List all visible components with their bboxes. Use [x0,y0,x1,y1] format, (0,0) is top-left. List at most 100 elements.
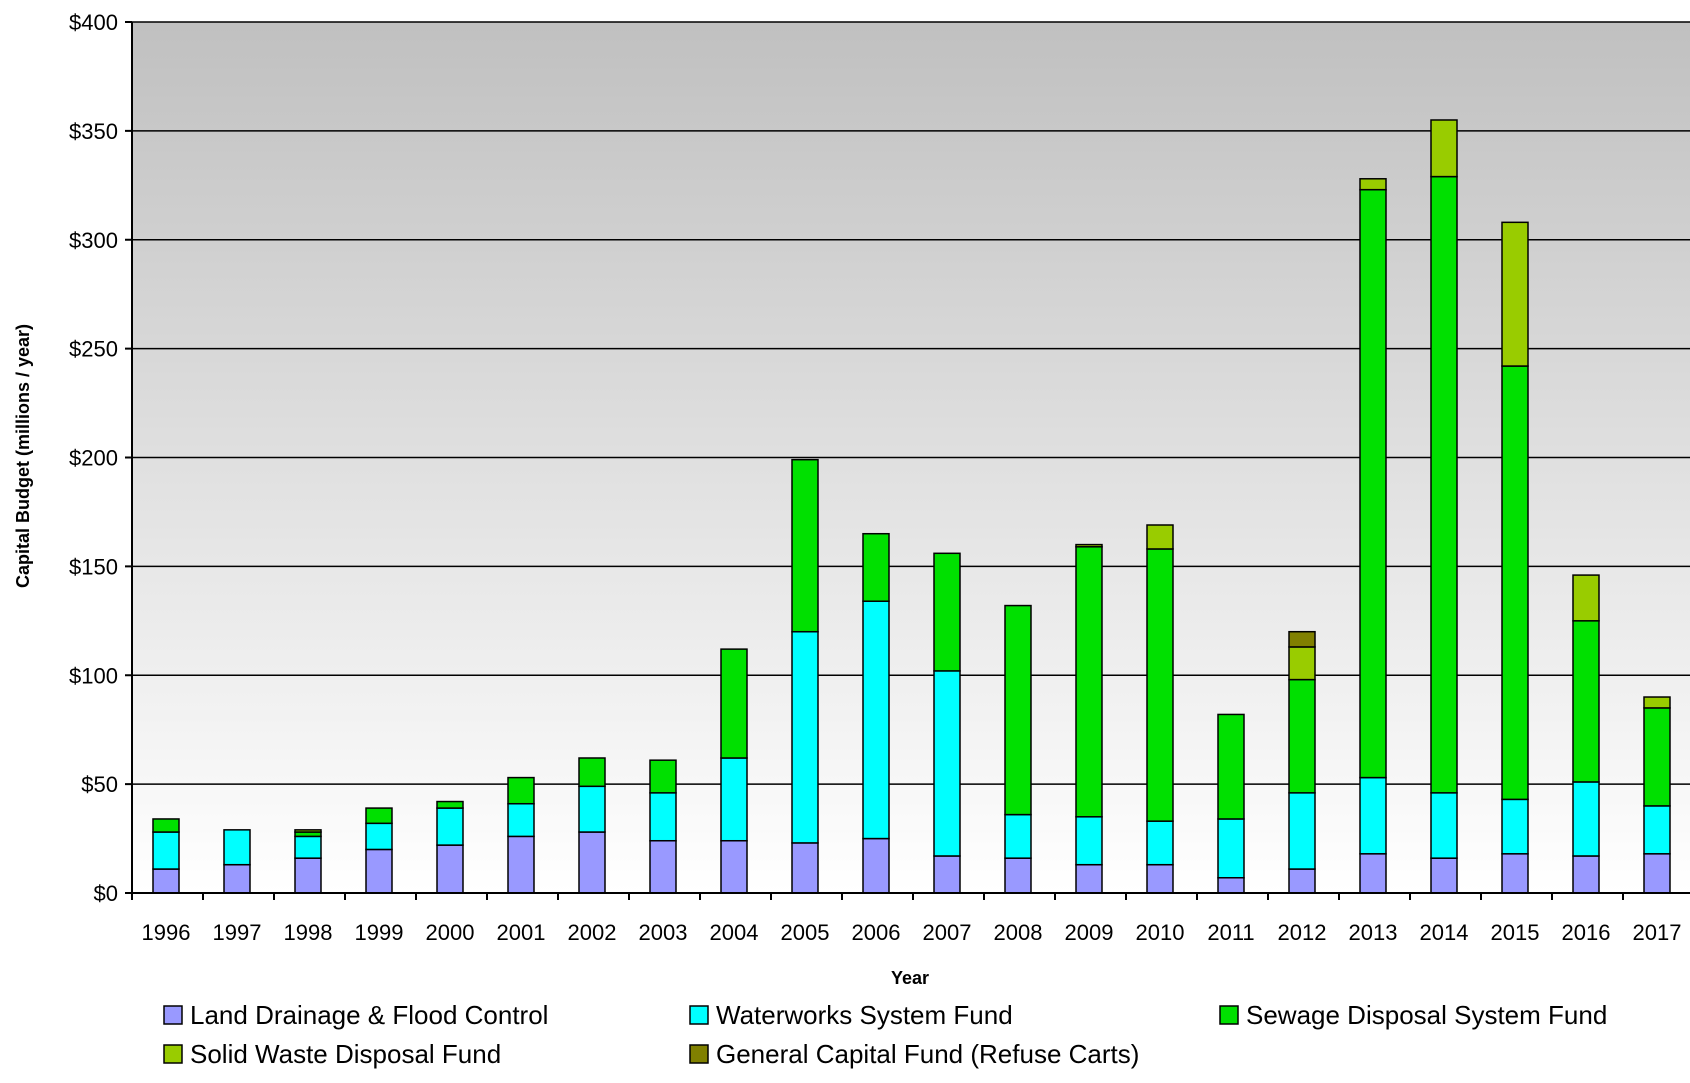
bar-segment [1359,776,1387,855]
y-tick-label: $250 [69,337,118,362]
y-tick-label: $300 [69,228,118,253]
bar-segment [1359,188,1387,779]
bar-segment [649,839,677,894]
legend-swatch [1219,1005,1239,1025]
bar-segment [1288,630,1316,648]
bar-segment [223,863,251,894]
bar-segment [1430,119,1458,178]
bar-segment [791,458,819,633]
bar-segment [1146,863,1174,894]
y-tick-label: $400 [69,10,118,35]
bar-segment [152,818,180,833]
x-tick-label: 2009 [1065,920,1114,945]
bar-segment [1217,877,1245,894]
x-tick-label: 1999 [355,920,404,945]
bar-segment [1572,855,1600,894]
bar-segment [1217,818,1245,879]
bar-segment [933,552,961,672]
legend-label: General Capital Fund (Refuse Carts) [716,1039,1139,1069]
x-tick-label: 2015 [1491,920,1540,945]
bar-segment [578,831,606,894]
legend-label: Solid Waste Disposal Fund [190,1039,501,1069]
x-tick-label: 2008 [994,920,1043,945]
bar-segment [1288,868,1316,894]
x-tick-label: 2017 [1633,920,1682,945]
bar-segment [1288,792,1316,870]
bar-segment [791,630,819,844]
bar-segment [152,868,180,894]
bar-segment [649,759,677,794]
legend-item: Waterworks System Fund [689,1000,1013,1030]
bar-segment [365,848,393,894]
bar-segment [1146,548,1174,822]
bar-segment [1288,678,1316,794]
bar-segment [1359,853,1387,894]
legend-label: Waterworks System Fund [716,1000,1013,1030]
bar-segment [436,800,464,809]
y-tick-labels: $0 $50 $100 $150 $200 $250 $300 $350 $400 [69,10,118,906]
bar-segment [649,792,677,842]
bar-segment [1643,707,1671,807]
y-tick-label: $350 [69,119,118,144]
bar-segment [1146,524,1174,550]
legend-item: General Capital Fund (Refuse Carts) [689,1039,1139,1069]
bar-segment [1146,820,1174,866]
bar-segment [933,855,961,894]
bar-segment [1501,221,1529,367]
bar-segment [1430,792,1458,859]
bar-segment [791,842,819,894]
bar-segment [1075,546,1103,818]
x-tick-label: 1996 [142,920,191,945]
x-tick-label: 2013 [1349,920,1398,945]
x-tick-label: 2001 [497,920,546,945]
legend-label: Land Drainage & Flood Control [190,1000,548,1030]
bar-segment [1572,574,1600,622]
bar-segment [1004,604,1032,816]
legend-item: Sewage Disposal System Fund [1219,1000,1607,1030]
bar-segment [152,831,180,870]
y-axis-title: Capital Budget (millions / year) [13,324,33,588]
bar-segment [294,835,322,859]
x-tick-label: 2002 [568,920,617,945]
bar-segment [294,857,322,894]
bar-segment [223,829,251,866]
bar-segment [1430,175,1458,794]
bar-segment [720,648,748,759]
bars [152,119,1671,894]
bar-segment [436,844,464,894]
bar-segment [1075,816,1103,866]
bar-segment [1643,853,1671,894]
legend-item: Solid Waste Disposal Fund [163,1039,501,1069]
bar-segment [1572,781,1600,857]
bar-segment [507,776,535,805]
legend-swatch [163,1044,183,1064]
bar-segment [1643,805,1671,855]
bar-segment [1359,178,1387,191]
bar-segment [720,757,748,842]
y-tick-label: $0 [94,881,118,906]
y-tick-label: $150 [69,554,118,579]
bar-segment [1501,798,1529,855]
bar-segment [1217,713,1245,820]
bar-segment [1501,853,1529,894]
bar-segment [436,807,464,846]
bar-segment [862,532,890,602]
legend-item: Land Drainage & Flood Control [163,1000,548,1030]
x-tick-label: 2012 [1278,920,1327,945]
x-tick-label: 2005 [781,920,830,945]
x-axis-title: Year [891,968,929,988]
axes [125,21,1690,900]
bar-segment [720,839,748,894]
y-tick-label: $100 [69,663,118,688]
y-tick-label: $50 [81,772,118,797]
legend-swatch [689,1005,709,1025]
bar-segment [862,600,890,840]
y-tick-label: $200 [69,446,118,471]
x-tick-label: 2016 [1562,920,1611,945]
legend-label: Sewage Disposal System Fund [1246,1000,1607,1030]
bar-segment [1075,543,1103,548]
bar-segment [365,807,393,825]
bar-segment [578,757,606,788]
